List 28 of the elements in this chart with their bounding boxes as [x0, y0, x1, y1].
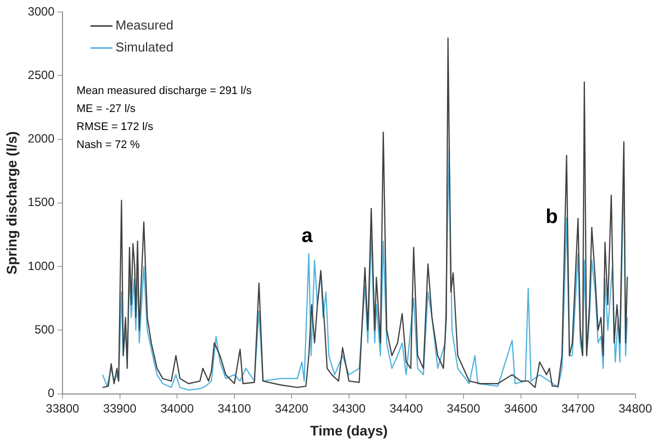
x-tick-label: 34600: [504, 401, 538, 416]
annotation: Nash = 72 %: [76, 139, 140, 151]
y-axis-title: Spring discharge (l/s): [3, 131, 20, 274]
y-tick-label: 1500: [28, 195, 55, 210]
x-tick-label: 33900: [103, 401, 137, 416]
annotation: b: [546, 206, 558, 228]
legend-label: Measured: [115, 18, 174, 33]
y-tick-label: 0: [48, 386, 55, 400]
y-tick-label: 2000: [28, 132, 55, 146]
annotation: a: [302, 225, 314, 248]
x-tick-label: 34700: [561, 401, 596, 416]
x-tick-label: 34300: [332, 401, 366, 416]
y-tick-label: 500: [34, 322, 55, 336]
x-tick-label: 34800: [618, 401, 652, 416]
x-tick-label: 34400: [390, 401, 424, 416]
x-axis-title: Time (days): [310, 422, 388, 438]
annotation: Mean measured discharge = 291 l/s: [76, 85, 252, 97]
y-tick-label: 3000: [28, 4, 55, 18]
legend-label: Simulated: [115, 40, 174, 55]
y-tick-label: 2500: [28, 68, 55, 82]
x-tick-label: 34000: [160, 401, 194, 416]
annotation: ME = -27 l/s: [76, 103, 136, 115]
annotation: RMSE = 172 l/s: [76, 121, 154, 133]
x-tick-label: 34100: [218, 401, 252, 416]
x-tick-label: 34500: [446, 401, 480, 416]
y-tick-label: 1000: [28, 258, 55, 273]
x-tick-label: 34200: [274, 401, 309, 416]
x-tick-label: 33800: [46, 401, 80, 416]
